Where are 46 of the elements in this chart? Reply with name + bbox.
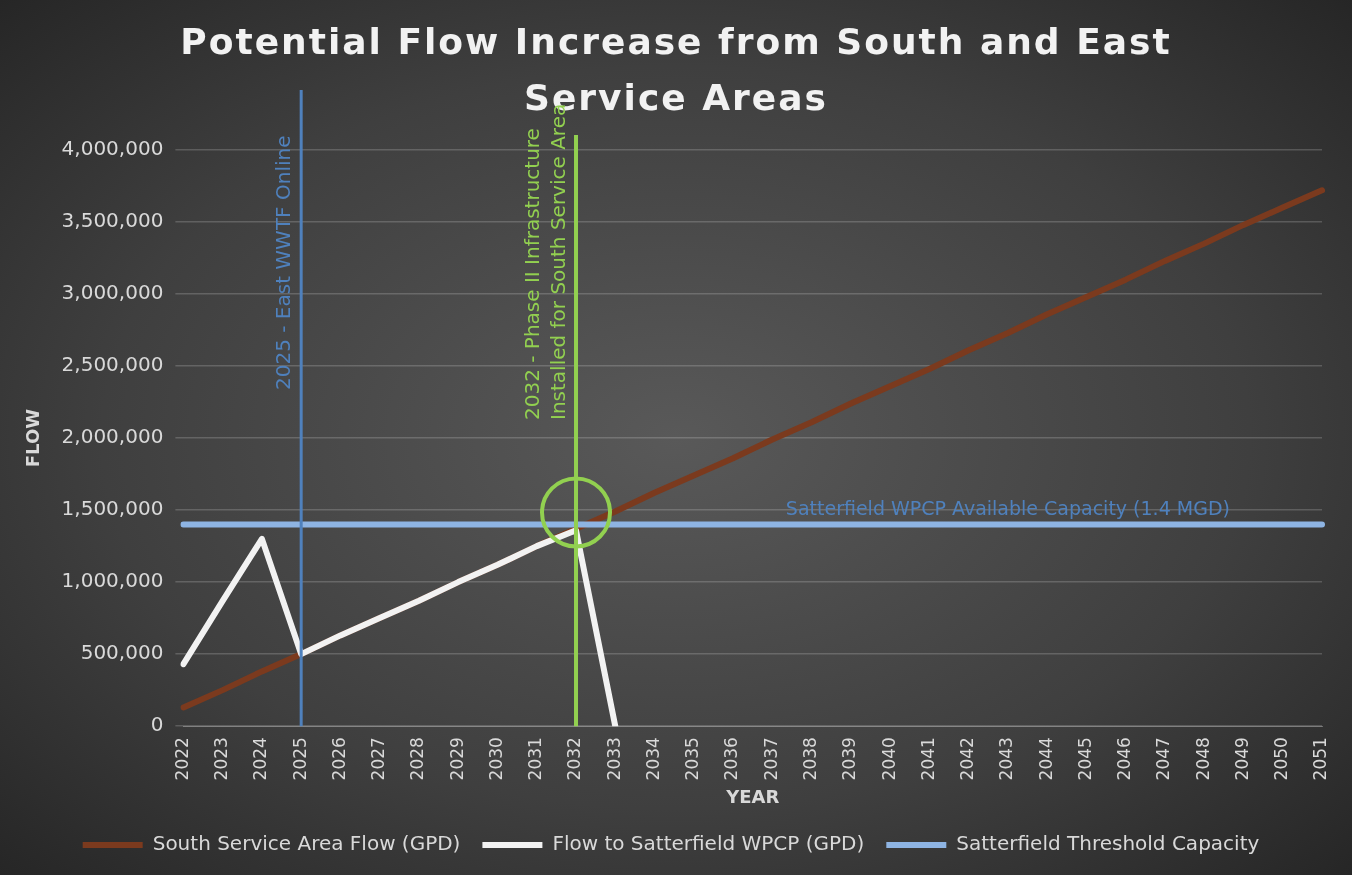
x-tick-label: 2047 <box>1153 737 1174 781</box>
legend-label: Satterfield Threshold Capacity <box>956 831 1260 856</box>
x-tick-label: 2039 <box>839 737 860 781</box>
y-tick-label: 500,000 <box>80 640 164 665</box>
x-tick-label: 2033 <box>603 737 624 781</box>
y-tick-label: 3,000,000 <box>61 280 164 305</box>
x-tick-label: 2051 <box>1310 737 1331 781</box>
y-tick-label: 1,000,000 <box>61 568 164 593</box>
x-tick-label: 2026 <box>328 737 349 781</box>
x-axis-title: YEAR <box>725 785 780 807</box>
y-tick-label: 4,000,000 <box>61 136 164 161</box>
x-tick-label: 2035 <box>682 737 703 781</box>
y-axis-title: FLOW <box>22 408 44 468</box>
x-tick-label: 2043 <box>996 737 1017 781</box>
x-tick-label: 2030 <box>485 737 506 781</box>
y-tick-label: 3,500,000 <box>61 208 164 233</box>
legend-label: Flow to Satterfield WPCP (GPD) <box>552 831 865 856</box>
x-tick-label: 2045 <box>1074 737 1095 781</box>
x-tick-label: 2050 <box>1271 737 1292 781</box>
x-tick-label: 2046 <box>1114 737 1135 781</box>
x-tick-label: 2025 <box>289 737 310 781</box>
x-tick-label: 2042 <box>957 737 978 781</box>
x-tick-label: 2037 <box>760 737 781 781</box>
x-tick-label: 2048 <box>1192 737 1213 781</box>
x-tick-label: 2038 <box>800 737 821 781</box>
y-tick-label: 1,500,000 <box>61 496 164 521</box>
y-tick-label: 0 <box>150 712 164 737</box>
ref-line-label: 2025 - East WWTF Online <box>271 135 296 390</box>
x-tick-label: 2024 <box>250 737 271 781</box>
x-tick-label: 2023 <box>211 737 232 781</box>
x-tick-label: 2022 <box>171 737 192 781</box>
x-tick-label: 2029 <box>446 737 467 781</box>
x-tick-label: 2040 <box>878 737 899 781</box>
x-tick-label: 2027 <box>368 737 389 781</box>
x-tick-label: 2041 <box>917 737 938 781</box>
x-tick-label: 2044 <box>1035 737 1056 781</box>
x-tick-label: 2031 <box>525 737 546 781</box>
x-tick-label: 2032 <box>564 737 585 781</box>
x-tick-label: 2036 <box>721 737 742 781</box>
x-tick-label: 2049 <box>1231 737 1252 781</box>
y-tick-label: 2,500,000 <box>61 352 164 377</box>
annotation: Satterfield WPCP Available Capacity (1.4 MGD) <box>785 496 1230 519</box>
y-tick-label: 2,000,000 <box>61 424 164 449</box>
x-tick-label: 2034 <box>642 737 663 781</box>
legend-label: South Service Area Flow (GPD) <box>152 831 461 856</box>
x-tick-label: 2028 <box>407 737 428 781</box>
